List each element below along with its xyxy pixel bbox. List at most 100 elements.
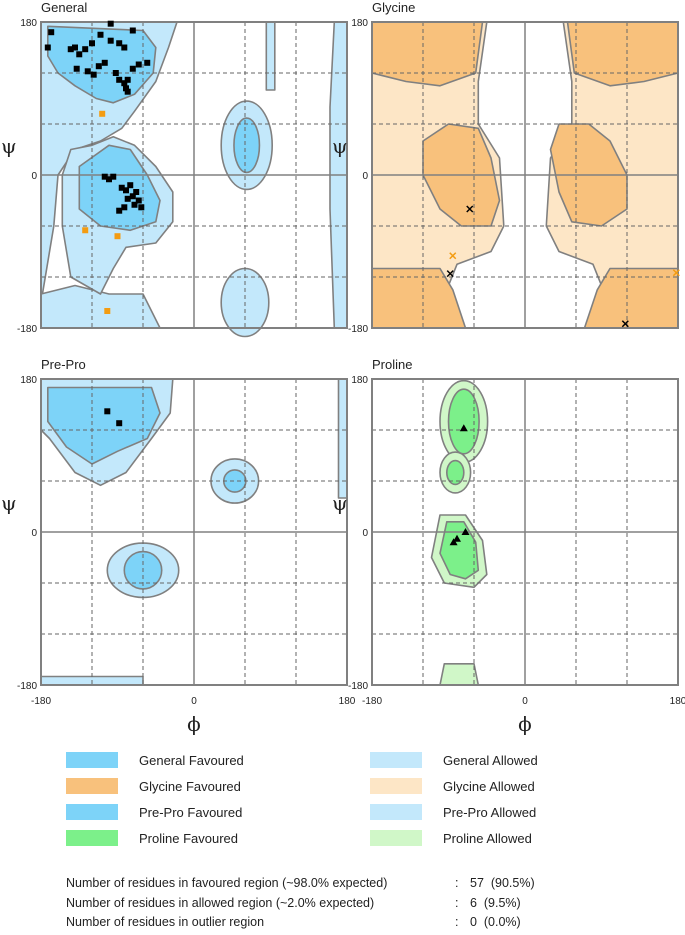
residue-point xyxy=(110,173,117,180)
legend-swatch xyxy=(66,830,118,846)
residue-point xyxy=(466,205,474,213)
residue-point xyxy=(112,70,119,76)
stat-row-outlier: Number of residues in outlier region : 0… xyxy=(66,915,626,935)
residue-point xyxy=(107,37,114,44)
psi-axis-label: ψ xyxy=(332,491,348,515)
residue-point xyxy=(672,269,680,277)
stat-value: 0 (0.0%) xyxy=(470,915,521,929)
residue-point xyxy=(131,201,138,208)
stat-row-favoured: Number of residues in favoured region (~… xyxy=(66,876,626,896)
y-tick-label: -180 xyxy=(348,681,368,692)
residue-point xyxy=(76,51,83,58)
residue-point xyxy=(67,46,74,53)
residue-point xyxy=(89,40,95,47)
legend-item-prepro-favoured: Pre-Pro Favoured xyxy=(66,803,242,821)
residue-point xyxy=(44,44,51,51)
legend-item-proline-favoured: Proline Favoured xyxy=(66,829,238,847)
residue-point xyxy=(82,46,89,53)
stat-label: Number of residues in allowed region (~2… xyxy=(66,895,375,910)
residue-point xyxy=(73,65,80,72)
residue-point xyxy=(124,76,131,83)
residue-point xyxy=(116,40,123,47)
legend-item-glycine-allowed: Glycine Allowed xyxy=(370,777,535,795)
legend-item-glycine-favoured: Glycine Favoured xyxy=(66,777,241,795)
panel-title: Pre-Pro xyxy=(41,357,86,372)
stat-separator: : xyxy=(455,895,459,910)
prepro-allowed-region xyxy=(337,378,348,499)
residue-point xyxy=(48,29,55,36)
residue-point xyxy=(116,420,123,427)
residue-point xyxy=(121,80,128,87)
residue-point xyxy=(129,27,136,34)
stat-label: Number of residues in favoured region (~… xyxy=(66,876,388,890)
plot-frame xyxy=(371,21,679,329)
legend-item-general-allowed: General Allowed xyxy=(370,751,538,769)
stat-separator: : xyxy=(455,915,459,929)
stat-row-allowed: Number of residues in allowed region (~2… xyxy=(66,896,626,916)
proline-favoured-region xyxy=(447,388,480,455)
residue-point xyxy=(72,44,78,51)
residue-point xyxy=(144,59,151,66)
residue-point xyxy=(123,85,129,92)
legend-item-prepro-allowed: Pre-Pro Allowed xyxy=(370,803,536,821)
panel-pre-pro: Pre-Pro 180 0 -180 ψ -180 0 180 ϕ xyxy=(1,357,356,736)
x-tick-label: -180 xyxy=(362,696,382,707)
residue-point xyxy=(621,320,629,328)
residue-point xyxy=(118,184,125,191)
legend-swatch xyxy=(370,830,422,846)
residue-point xyxy=(114,233,121,240)
residue-point xyxy=(104,408,111,415)
legend-swatch xyxy=(66,778,118,794)
residue-point xyxy=(129,65,136,72)
proline-allowed-region xyxy=(439,663,480,686)
stat-separator: : xyxy=(455,876,459,890)
statistics-table: Number of residues in favoured region (~… xyxy=(66,876,626,935)
legend-label: Glycine Allowed xyxy=(443,778,535,794)
y-tick-label: 0 xyxy=(31,171,37,182)
y-tick-label: -180 xyxy=(17,681,37,692)
residue-point xyxy=(97,31,104,38)
legend-label: General Allowed xyxy=(443,752,538,768)
y-tick-label: 0 xyxy=(31,528,37,539)
ramachandran-plots: General 180 0 -180 ψ Glycine 180 0 -180 ψ Pre-Pro 1… xyxy=(1,0,685,736)
panel-title: General xyxy=(41,0,87,15)
legend-swatch xyxy=(370,752,422,768)
residue-point xyxy=(99,110,106,117)
residue-point xyxy=(101,59,108,66)
residue-point xyxy=(116,76,123,83)
stat-label: Number of residues in outlier region xyxy=(66,915,265,929)
glycine-favoured-region xyxy=(566,21,679,87)
legend: General Favoured General Allowed Glycine… xyxy=(0,748,685,858)
x-tick-label: 0 xyxy=(191,696,197,707)
stat-value: 57 (90.5%) xyxy=(470,876,535,890)
residue-point xyxy=(449,538,458,546)
y-tick-label: 0 xyxy=(362,171,368,182)
residue-point xyxy=(449,252,457,260)
y-tick-label: 0 xyxy=(362,528,368,539)
general-favoured-region xyxy=(233,117,261,174)
residue-point xyxy=(138,204,145,211)
panel-title: Proline xyxy=(372,357,412,372)
panel-general: General 180 0 -180 ψ xyxy=(1,0,348,338)
phi-axis-label: ϕ xyxy=(518,712,532,736)
residue-point xyxy=(121,44,128,51)
y-tick-label: 180 xyxy=(20,18,37,29)
legend-label: General Favoured xyxy=(139,752,244,768)
residue-point xyxy=(124,88,131,95)
proline-favoured-region xyxy=(445,459,465,486)
residue-point xyxy=(90,71,97,78)
residue-point xyxy=(453,534,461,542)
residue-point xyxy=(124,195,131,202)
residue-point xyxy=(135,61,142,68)
glycine-favoured-region xyxy=(371,21,484,87)
legend-label: Proline Favoured xyxy=(139,830,238,846)
x-tick-label: -180 xyxy=(31,696,51,707)
residue-point xyxy=(459,424,468,432)
residue-point xyxy=(116,207,123,214)
psi-axis-label: ψ xyxy=(1,134,17,158)
psi-axis-label: ψ xyxy=(1,491,17,515)
prepro-favoured-region xyxy=(222,469,247,493)
residue-point xyxy=(461,528,470,535)
plot-frame xyxy=(40,21,348,329)
psi-axis-label: ψ xyxy=(332,134,348,158)
